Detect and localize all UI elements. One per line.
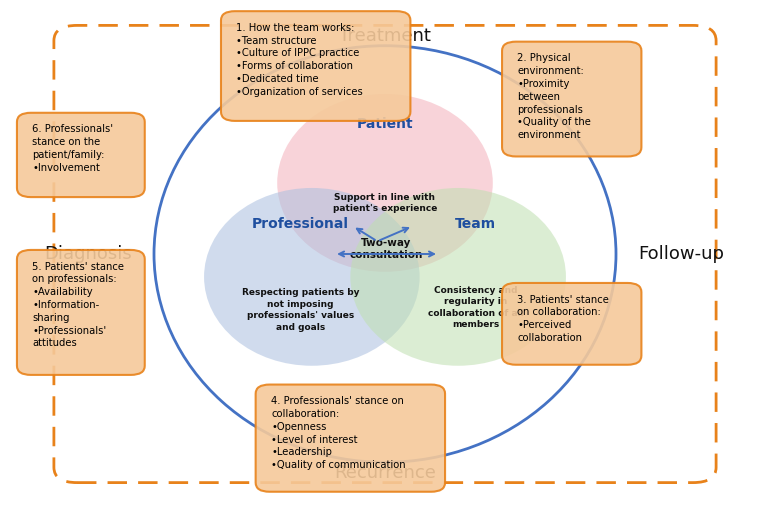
Text: Support in line with
patient's experience: Support in line with patient's experienc… — [333, 193, 437, 213]
Text: Two-way
consultation: Two-way consultation — [350, 238, 424, 260]
Text: Follow-up: Follow-up — [638, 245, 725, 263]
Text: Team: Team — [455, 216, 497, 231]
Text: 5. Patients' stance
on professionals:
•Availability
•Information-
sharing
•Profe: 5. Patients' stance on professionals: •A… — [32, 262, 124, 348]
Text: 4. Professionals' stance on
collaboration:
•Openness
•Level of interest
•Leaders: 4. Professionals' stance on collaboratio… — [271, 396, 406, 470]
FancyBboxPatch shape — [502, 42, 641, 156]
Ellipse shape — [277, 94, 493, 272]
FancyBboxPatch shape — [17, 113, 145, 197]
FancyBboxPatch shape — [502, 283, 641, 365]
Text: 6. Professionals'
stance on the
patient/family:
•Involvement: 6. Professionals' stance on the patient/… — [32, 124, 113, 173]
Ellipse shape — [350, 188, 566, 366]
Text: Patient: Patient — [357, 117, 413, 132]
Text: Respecting patients by
not imposing
professionals' values
and goals: Respecting patients by not imposing prof… — [242, 288, 359, 332]
Text: 1. How the team works:
•Team structure
•Culture of IPPC practice
•Forms of colla: 1. How the team works: •Team structure •… — [236, 23, 363, 97]
Text: Diagnosis: Diagnosis — [45, 245, 132, 263]
Text: Recurrence: Recurrence — [334, 464, 436, 483]
Text: 3. Patients' stance
on collaboration:
•Perceived
collaboration: 3. Patients' stance on collaboration: •P… — [517, 295, 609, 343]
FancyBboxPatch shape — [256, 385, 445, 492]
Text: 2. Physical
environment:
•Proximity
between
professionals
•Quality of the
enviro: 2. Physical environment: •Proximity betw… — [517, 53, 591, 140]
Text: Treatment: Treatment — [339, 26, 431, 45]
Ellipse shape — [204, 188, 420, 366]
FancyBboxPatch shape — [221, 11, 410, 121]
Text: Professional: Professional — [252, 216, 349, 231]
FancyBboxPatch shape — [17, 250, 145, 375]
Text: Consistency and
regularity in
collaboration of all
members: Consistency and regularity in collaborat… — [428, 285, 524, 329]
